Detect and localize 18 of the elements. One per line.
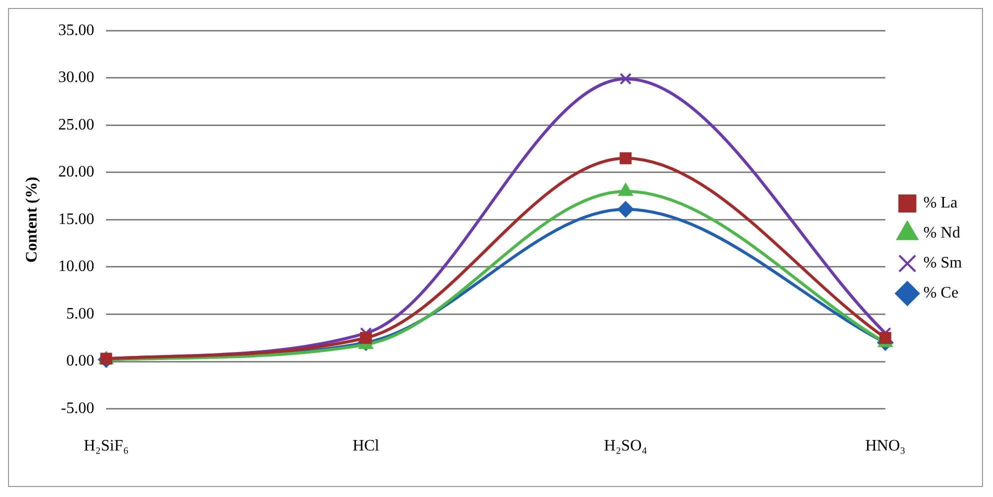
y-tick-label: 5.00 [66,305,94,322]
x-tick-label: H₂SO₄ [604,438,648,455]
x-tick-label: H₂SiF₆ [84,438,129,455]
legend-label: % La [923,194,958,212]
y-tick-label: 25.00 [58,116,94,134]
y-tick-label: 35.00 [58,22,94,39]
legend-label: % Sm [923,254,963,272]
legend-label: % Nd [923,224,960,242]
y-tick-label: 0.00 [66,352,94,370]
y-tick-label: 30.00 [58,69,94,86]
x-tick-label: HCl [352,438,380,455]
y-tick-label: 15.00 [58,210,94,228]
y-tick-label: 20.00 [58,164,94,181]
y-tick-label: -5.00 [60,400,94,418]
legend-label: % Ce [923,284,958,302]
x-tick-label: HNO₃ [865,438,906,455]
y-tick-label: 10.00 [58,258,94,276]
y-axis-title: Content (%) [24,176,41,263]
